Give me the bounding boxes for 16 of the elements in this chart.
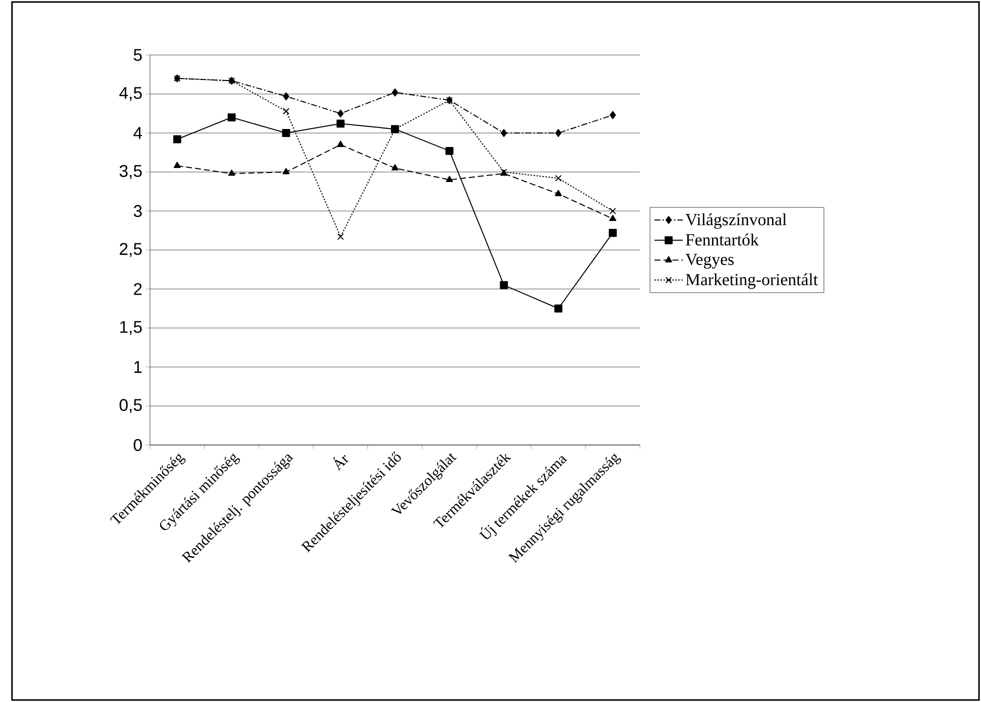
- legend-label: Vegyes: [686, 254, 734, 269]
- y-tick-label: 3: [134, 205, 142, 217]
- y-tick-label: 1: [134, 361, 142, 373]
- legend-label: Fenntartók: [686, 234, 759, 246]
- y-tick-label: 4: [133, 127, 142, 139]
- y-tick-label: 1,5: [120, 321, 142, 335]
- legend-label: Marketing-orientált: [686, 273, 818, 289]
- y-tick-label: 5: [134, 49, 142, 61]
- y-tick-label: 4,5: [119, 87, 142, 101]
- legend-label: Világszínvonal: [686, 213, 787, 229]
- y-tick-label: 3,5: [120, 165, 142, 179]
- y-tick-label: 2: [134, 283, 142, 295]
- y-tick-label: 0,5: [120, 399, 142, 413]
- y-tick-label: 2,5: [120, 243, 142, 257]
- y-tick-label: 0: [134, 439, 142, 451]
- x-tick-label: Ár: [334, 454, 349, 471]
